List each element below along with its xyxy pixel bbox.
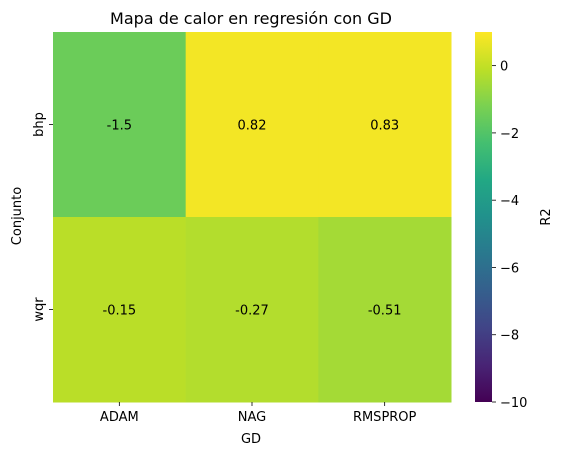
- colorbar-gradient: [475, 32, 492, 402]
- x-tick-label: ADAM: [100, 410, 139, 425]
- cell-value-label: 0.83: [370, 119, 399, 134]
- heatmap-cell: [53, 217, 187, 403]
- x-tick-label: NAG: [238, 410, 266, 425]
- heatmap-cell: [53, 32, 187, 218]
- cell-value-label: -1.5: [107, 119, 132, 134]
- x-axis: ADAM NAG RMSPROP: [100, 402, 417, 425]
- chart-title: Mapa de calor en regresión con GD: [110, 9, 392, 28]
- cell-value-label: 0.82: [238, 119, 267, 134]
- cell-value-label: -0.51: [368, 304, 402, 319]
- heatmap-cell: [185, 217, 319, 403]
- colorbar-ticks: 0 −2 −4 −6 −8 −10: [492, 60, 527, 411]
- y-axis-label: Conjunto: [10, 187, 25, 245]
- colorbar-tick-label: −2: [500, 127, 519, 142]
- y-axis: bhp wqr: [32, 112, 53, 322]
- colorbar-tick-label: −10: [500, 396, 527, 411]
- colorbar-tick-label: −8: [500, 329, 519, 344]
- heatmap-cells: [53, 32, 452, 403]
- colorbar-tick-label: −4: [500, 194, 519, 209]
- cell-value-label: -0.27: [235, 304, 269, 319]
- colorbar-label: R2: [539, 208, 554, 225]
- colorbar-tick-label: 0: [500, 60, 508, 75]
- colorbar-tick-label: −6: [500, 261, 519, 276]
- colorbar: 0 −2 −4 −6 −8 −10 R2: [475, 32, 554, 411]
- x-tick-label: RMSPROP: [353, 410, 417, 425]
- cell-value-label: -0.15: [103, 304, 137, 319]
- heatmap-cell: [318, 32, 452, 218]
- x-axis-label: GD: [241, 432, 261, 447]
- heatmap-cell: [185, 32, 319, 218]
- y-tick-label: bhp: [32, 112, 47, 137]
- heatmap-cell-labels: -1.5 0.82 0.83 -0.15 -0.27 -0.51: [103, 119, 402, 319]
- heatmap-cell: [318, 217, 452, 403]
- y-tick-label: wqr: [32, 297, 47, 322]
